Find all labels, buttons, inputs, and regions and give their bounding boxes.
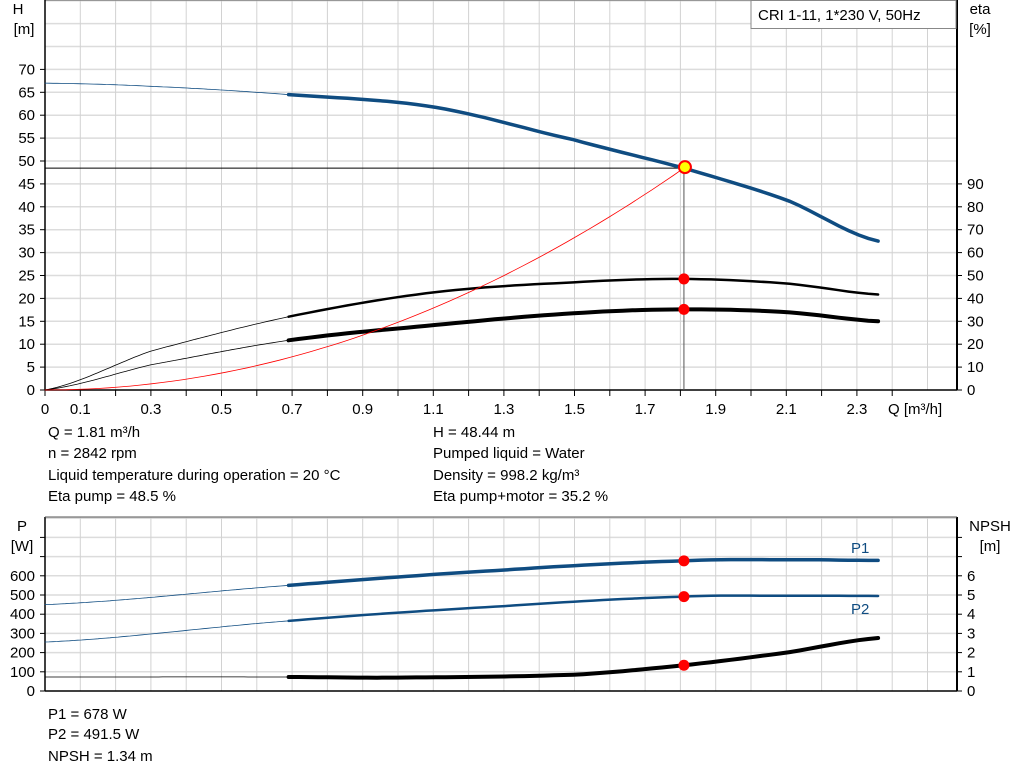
P2-series-label: P2 <box>851 601 869 618</box>
info-p1: P1 = 678 W <box>48 706 127 723</box>
x-tick-label: 0 <box>41 401 49 418</box>
x-tick-label: 0.9 <box>352 401 373 418</box>
p-tick-label: 500 <box>10 587 35 604</box>
P1-series-label: P1 <box>851 540 869 557</box>
chart-title: CRI 1-11, 1*230 V, 50Hz <box>758 7 921 24</box>
y-tick-label: 30 <box>18 245 35 262</box>
info-density: Density = 998.2 kg/m³ <box>433 467 580 484</box>
y-tick-label: 40 <box>18 199 35 216</box>
eta-axis-unit: [%] <box>969 21 991 38</box>
npsh-tick-label: 1 <box>967 664 975 681</box>
y-tick-label: 60 <box>18 107 35 124</box>
info-p2: P2 = 491.5 W <box>48 726 140 743</box>
P1-curve <box>286 557 880 588</box>
eta-tick-label: 40 <box>967 290 984 307</box>
y-tick-label: 0 <box>27 382 35 399</box>
eta-tick-label: 60 <box>967 245 984 262</box>
y-tick-label: 10 <box>18 336 35 353</box>
eta-pump-motor-curve-extrapolated <box>44 339 289 391</box>
P1-operating-point <box>678 555 690 567</box>
p-tick-label: 100 <box>10 664 35 681</box>
p-tick-label: 400 <box>10 606 35 623</box>
y-tick-label: 55 <box>18 130 35 147</box>
y-tick-label: 65 <box>18 84 35 101</box>
npsh-tick-label: 5 <box>967 587 975 604</box>
npsh-tick-label: 4 <box>967 606 975 623</box>
p-tick-label: 0 <box>27 683 35 700</box>
npsh-tick-label: 3 <box>967 625 975 642</box>
eta-tick-label: 90 <box>967 176 984 193</box>
info-liquid: Pumped liquid = Water <box>433 445 585 462</box>
eta-tick-label: 70 <box>967 222 984 239</box>
P2-curve-extrapolated <box>44 620 289 643</box>
x-tick-label: 1.5 <box>564 401 585 418</box>
npsh-tick-label: 2 <box>967 645 975 662</box>
npsh-tick-label: 0 <box>967 683 975 700</box>
y-tick-label: 20 <box>18 290 35 307</box>
info-temperature: Liquid temperature during operation = 20… <box>48 467 341 484</box>
y-tick-label: 50 <box>18 153 35 170</box>
x-tick-label: 1.3 <box>493 401 514 418</box>
x-tick-label: 2.3 <box>846 401 867 418</box>
p-tick-label: 600 <box>10 568 35 585</box>
eta-tick-label: 10 <box>967 359 984 376</box>
info-npsh: NPSH = 1.34 m <box>48 748 153 765</box>
y-tick-label: 15 <box>18 313 35 330</box>
plot-frame <box>44 0 958 391</box>
y-tick-label: 25 <box>18 268 35 285</box>
info-speed: n = 2842 rpm <box>48 445 137 462</box>
p-tick-label: 200 <box>10 645 35 662</box>
info-q: Q = 1.81 m³/h <box>48 424 141 441</box>
p-tick-label: 300 <box>10 625 35 642</box>
eta-tick-label: 0 <box>967 382 975 399</box>
title-box <box>750 0 957 29</box>
x-tick-label: 1.9 <box>705 401 726 418</box>
eta-tick-label: 20 <box>967 336 984 353</box>
system-curve <box>44 167 685 391</box>
info-eta-pump-motor: Eta pump+motor = 35.2 % <box>433 488 609 505</box>
eta-pump-curve-extrapolated <box>44 316 289 391</box>
x-tick-label: 0.3 <box>140 401 161 418</box>
x-tick-label: 0.1 <box>70 401 91 418</box>
y-tick-label: 35 <box>18 222 35 239</box>
P2-curve <box>287 594 880 623</box>
npsh-axis-label: NPSH <box>969 518 1011 535</box>
npsh-tick-label: 6 <box>967 568 975 585</box>
NPSH-curve <box>286 636 881 680</box>
eta-pump-motor-point <box>678 303 690 315</box>
eta-pump-motor-curve <box>286 307 881 343</box>
operating-point-marker <box>677 160 692 175</box>
h-axis-label: H <box>13 1 24 18</box>
npsh-axis-unit: [m] <box>980 538 1001 555</box>
y-tick-label: 45 <box>18 176 35 193</box>
H-curve <box>286 92 880 243</box>
eta-tick-label: 50 <box>967 268 984 285</box>
info-eta-pump: Eta pump = 48.5 % <box>48 488 176 505</box>
x-tick-label: 1.1 <box>423 401 444 418</box>
NPSH-operating-point <box>678 659 690 671</box>
y-tick-label: 5 <box>27 359 35 376</box>
P2-operating-point <box>678 591 690 603</box>
eta-pump-point <box>678 273 690 285</box>
P1-curve-extrapolated <box>44 585 289 605</box>
x-tick-label: 0.5 <box>211 401 232 418</box>
p-axis-unit: [W] <box>11 538 34 555</box>
eta-tick-label: 80 <box>967 199 984 216</box>
x-axis-label: Q [m³/h] <box>888 401 942 418</box>
x-tick-label: 1.7 <box>635 401 656 418</box>
eta-pump-curve <box>287 277 880 318</box>
H-curve-extrapolated <box>44 82 289 95</box>
eta-axis-label: eta <box>970 1 992 18</box>
h-axis-unit: [m] <box>14 21 35 38</box>
x-tick-label: 2.1 <box>776 401 797 418</box>
eta-tick-label: 30 <box>967 313 984 330</box>
info-head: H = 48.44 m <box>433 424 516 441</box>
p-axis-label: P <box>17 518 27 535</box>
x-tick-label: 0.7 <box>282 401 303 418</box>
y-tick-label: 70 <box>18 61 35 78</box>
